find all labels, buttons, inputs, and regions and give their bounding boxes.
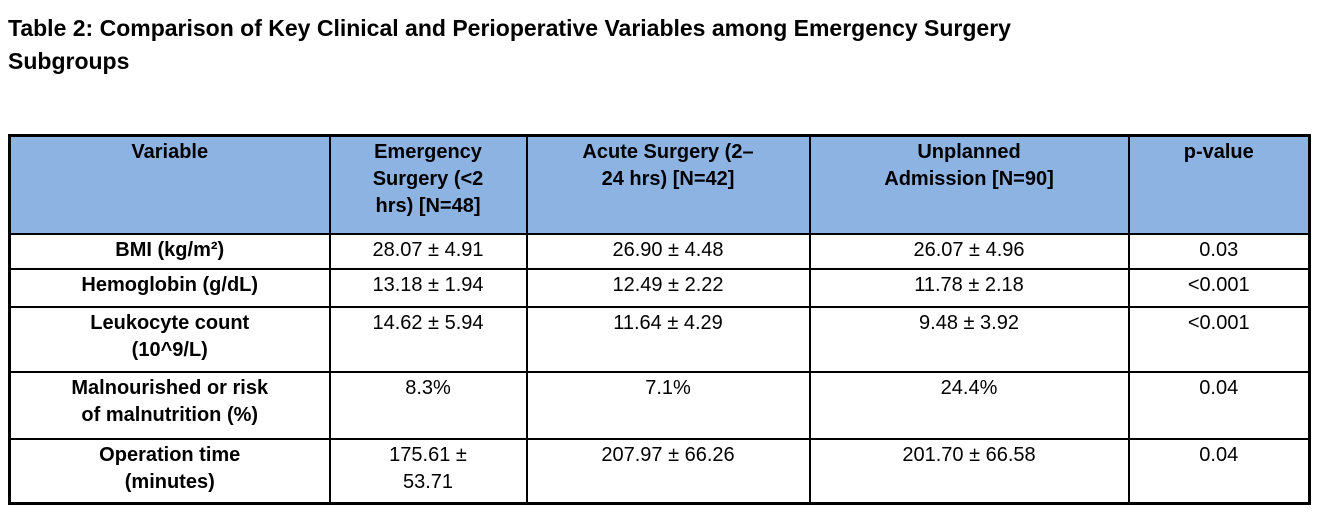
p-value-cell: 0.04: [1127, 437, 1311, 505]
variable-name-cell: BMI (kg/m²): [8, 232, 331, 270]
table-row-operation-time: Operation time (minutes) 175.61 ± 53.71 …: [8, 437, 1311, 505]
value-cell: 28.07 ± 4.91: [328, 232, 528, 270]
document-page: Table 2: Comparison of Key Clinical and …: [0, 12, 1318, 516]
table-row-leukocyte: Leukocyte count (10^9/L) 14.62 ± 5.94 11…: [8, 305, 1311, 373]
value-cell: 7.1%: [525, 370, 811, 440]
variable-name-cell: Hemoglobin (g/dL): [8, 267, 331, 308]
clinical-variables-table: Variable Emergency Surgery (<2 hrs) [N=4…: [8, 134, 1311, 505]
value-cell: 24.4%: [808, 370, 1130, 440]
p-value-cell: <0.001: [1127, 305, 1311, 373]
table-row-hemoglobin: Hemoglobin (g/dL) 13.18 ± 1.94 12.49 ± 2…: [8, 267, 1311, 308]
table-row-malnourished: Malnourished or risk of malnutrition (%)…: [8, 370, 1311, 440]
p-value-cell: 0.03: [1127, 232, 1311, 270]
variable-name-cell: Leukocyte count (10^9/L): [8, 305, 331, 373]
table-row-bmi: BMI (kg/m²) 28.07 ± 4.91 26.90 ± 4.48 26…: [8, 232, 1311, 270]
value-cell: 207.97 ± 66.26: [525, 437, 811, 505]
value-cell: 175.61 ± 53.71: [328, 437, 528, 505]
value-cell: 9.48 ± 3.92: [808, 305, 1130, 373]
value-cell: 13.18 ± 1.94: [328, 267, 528, 308]
variable-name-cell: Malnourished or risk of malnutrition (%): [8, 370, 331, 440]
table-header-row: Variable Emergency Surgery (<2 hrs) [N=4…: [8, 134, 1311, 235]
value-cell: 201.70 ± 66.58: [808, 437, 1130, 505]
col-header-variable: Variable: [8, 134, 331, 235]
col-header-emergency-surgery: Emergency Surgery (<2 hrs) [N=48]: [328, 134, 528, 235]
value-cell: 14.62 ± 5.94: [328, 305, 528, 373]
value-cell: 26.07 ± 4.96: [808, 232, 1130, 270]
col-header-acute-surgery: Acute Surgery (2– 24 hrs) [N=42]: [525, 134, 811, 235]
value-cell: 11.64 ± 4.29: [525, 305, 811, 373]
p-value-cell: <0.001: [1127, 267, 1311, 308]
p-value-cell: 0.04: [1127, 370, 1311, 440]
value-cell: 8.3%: [328, 370, 528, 440]
table-title: Table 2: Comparison of Key Clinical and …: [8, 15, 1011, 74]
variable-name-cell: Operation time (minutes): [8, 437, 331, 505]
value-cell: 26.90 ± 4.48: [525, 232, 811, 270]
value-cell: 11.78 ± 2.18: [808, 267, 1130, 308]
col-header-unplanned-admission: Unplanned Admission [N=90]: [808, 134, 1130, 235]
value-cell: 12.49 ± 2.22: [525, 267, 811, 308]
col-header-p-value: p-value: [1127, 134, 1311, 235]
